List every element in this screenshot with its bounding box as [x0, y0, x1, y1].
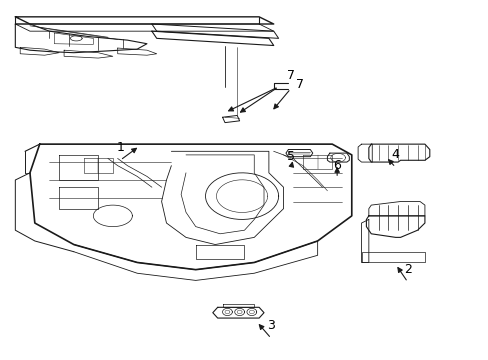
Text: 7: 7 — [286, 69, 294, 82]
Text: 7: 7 — [295, 78, 303, 91]
Text: 2: 2 — [403, 263, 411, 276]
Text: 3: 3 — [267, 319, 275, 332]
Text: 4: 4 — [391, 148, 399, 161]
Text: 5: 5 — [286, 150, 294, 163]
Text: 6: 6 — [332, 159, 341, 172]
Text: 1: 1 — [116, 141, 124, 154]
